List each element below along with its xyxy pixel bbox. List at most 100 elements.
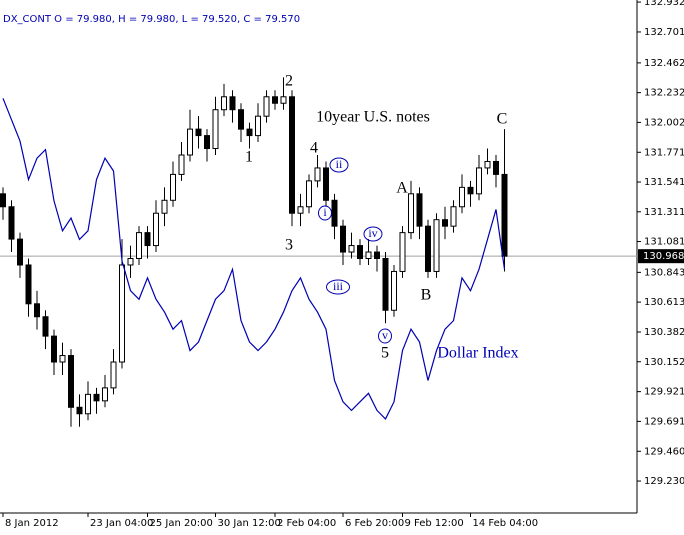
candle-body (42, 316, 49, 337)
candle-body (221, 96, 227, 111)
candle-body (374, 251, 380, 260)
y-tick-label: 131.771 (644, 147, 684, 158)
x-tick-label: 30 Jan 12:00 (218, 518, 281, 529)
header: DX_CONT O = 79.980, H = 79.980, L = 79.5… (3, 14, 300, 25)
annotation: 2 (285, 73, 293, 90)
candle-body (467, 186, 474, 195)
annotation: C (497, 111, 508, 128)
annotation: 3 (285, 237, 293, 254)
candle-body (229, 96, 236, 111)
y-tick-label: 130.382 (644, 327, 684, 338)
annotation: 1 (245, 149, 253, 166)
candle-body (382, 258, 389, 311)
y-tick-label: 130.613 (644, 297, 684, 308)
candle-body (272, 96, 278, 104)
candle-body (357, 245, 363, 260)
candle-body (17, 238, 23, 266)
candle-body (8, 206, 15, 240)
wave-circle (329, 157, 349, 173)
candle-body (187, 128, 193, 156)
wave-circle (378, 328, 392, 344)
y-tick-label: 131.541 (644, 177, 684, 188)
y-tick-label: 132.701 (644, 27, 684, 38)
candle-body (450, 206, 457, 227)
candle-body (144, 232, 151, 247)
candle-body (408, 193, 414, 234)
candle-body (399, 232, 406, 272)
y-tick-label: 129.921 (644, 387, 684, 398)
candle-body (289, 96, 295, 214)
candle-body (68, 355, 74, 408)
candle-body (170, 173, 176, 201)
y-tick-label: 129.691 (644, 416, 684, 427)
candle-body (85, 393, 91, 415)
x-tick-label: 2 Feb 04:00 (277, 518, 336, 529)
candle-body (127, 258, 134, 266)
candle-body (297, 206, 304, 214)
y-tick-label: 130.843 (644, 267, 684, 278)
candle-body (425, 225, 431, 272)
candle-body (0, 193, 6, 208)
wave-circle (363, 226, 383, 242)
last-price-label: 130.968 (643, 251, 684, 262)
y-tick-label: 129.230 (644, 476, 684, 487)
candle-body (136, 232, 142, 260)
y-tick-label: 129.460 (644, 446, 684, 457)
candle-body (34, 303, 40, 318)
y-tick-label: 131.311 (644, 207, 684, 218)
candle-body (416, 193, 423, 227)
candle-body (110, 361, 117, 389)
y-tick-label: 131.081 (644, 237, 684, 248)
candle-body (153, 212, 159, 247)
candle-body (348, 245, 355, 253)
wave-circle (326, 279, 350, 295)
annotation: B (421, 287, 432, 304)
candle-body (306, 180, 312, 208)
line-series (2, 98, 506, 420)
y-tick-label: 132.002 (644, 117, 684, 128)
candle-body (119, 264, 125, 363)
candle-body (212, 109, 219, 150)
x-tick-label: 8 Jan 2012 (5, 518, 59, 529)
candle-body (238, 109, 244, 130)
candle-body (493, 160, 499, 175)
candle-body (323, 167, 329, 201)
candle-body (459, 186, 465, 208)
candle-body (433, 219, 440, 272)
wave-label-minor: v (382, 328, 388, 342)
candle-body (365, 251, 372, 260)
x-tick-label: 25 Jan 20:00 (150, 518, 213, 529)
candle-body (102, 387, 108, 402)
x-tick-label: 6 Feb 20:00 (345, 518, 404, 529)
candle-body (314, 167, 321, 182)
candle-body (204, 135, 210, 150)
last-price-box (638, 249, 684, 264)
candle-body (484, 160, 491, 169)
wave-label-minor: iii (333, 279, 344, 293)
y-tick-label: 130.152 (644, 357, 684, 368)
candle-body (51, 335, 57, 363)
annotation: 5 (381, 345, 389, 362)
y-tick-label: 132.462 (644, 58, 684, 69)
candle-body (76, 406, 83, 415)
candle-body (391, 270, 397, 311)
wave-label-minor: iv (368, 226, 377, 240)
candle-body (331, 199, 338, 227)
candle-body (442, 219, 448, 227)
x-tick-label: 9 Feb 12:00 (405, 518, 464, 529)
candle-body (246, 128, 253, 137)
wave-circle (318, 205, 332, 221)
candle-body (93, 393, 100, 402)
annotation: A (396, 180, 408, 197)
y-tick-label: 132.232 (644, 88, 684, 99)
annotation: Dollar Index (437, 345, 518, 362)
y-tick-label: 132.932 (644, 0, 684, 8)
x-tick-label: 23 Jan 04:00 (90, 518, 153, 529)
candle-body (263, 96, 270, 117)
candle-body (280, 96, 287, 104)
candle-body (25, 264, 32, 305)
candle-body (161, 199, 168, 214)
